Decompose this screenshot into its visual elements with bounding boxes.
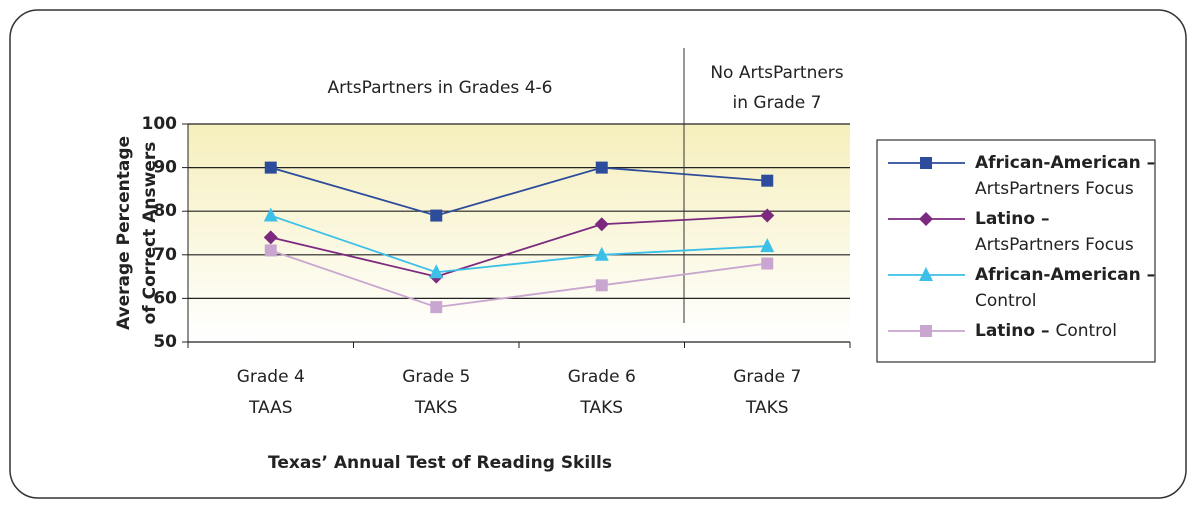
legend-label-text: ArtsPartners Focus bbox=[975, 235, 1134, 255]
legend-label-text: Control bbox=[975, 291, 1036, 311]
marker bbox=[919, 267, 933, 281]
x-tick-label: Grade 5 bbox=[402, 367, 470, 387]
legend-label-bold: Latino – bbox=[975, 209, 1049, 229]
x-tick-label: Grade 4 bbox=[237, 367, 305, 387]
y-tick-label: 80 bbox=[153, 201, 177, 221]
annotation: in Grade 7 bbox=[733, 93, 822, 113]
y-tick-label: 100 bbox=[142, 114, 178, 134]
legend-label-text: ArtsPartners Focus bbox=[975, 179, 1134, 199]
marker bbox=[264, 161, 277, 174]
marker bbox=[761, 257, 774, 270]
x-tick-label: TAKS bbox=[414, 398, 458, 418]
marker bbox=[760, 238, 775, 253]
x-axis-title: Texas’ Annual Test of Reading Skills bbox=[268, 453, 612, 473]
legend-label-bold: African-American – bbox=[975, 265, 1155, 285]
x-tick-label: TAKS bbox=[579, 398, 623, 418]
legend-label-text: Control bbox=[1055, 321, 1116, 341]
series-line bbox=[270, 249, 768, 309]
marker bbox=[595, 279, 608, 292]
marker bbox=[760, 208, 775, 223]
marker bbox=[430, 301, 443, 314]
marker bbox=[429, 264, 444, 279]
marker bbox=[263, 230, 278, 245]
marker bbox=[761, 174, 774, 187]
legend-label: Latino – Control bbox=[975, 321, 1117, 341]
marker bbox=[594, 246, 609, 261]
series-line bbox=[270, 214, 768, 274]
x-tick-label: TAAS bbox=[248, 398, 293, 418]
marker bbox=[264, 244, 277, 257]
y-tick-label: 50 bbox=[153, 332, 177, 352]
y-tick-label: 70 bbox=[153, 245, 177, 265]
legend-label-bold: Latino – bbox=[975, 321, 1049, 341]
series-line bbox=[270, 214, 768, 278]
marker bbox=[920, 157, 932, 169]
x-tick-label: Grade 7 bbox=[733, 367, 801, 387]
marker bbox=[920, 325, 932, 337]
annotation: ArtsPartners in Grades 4-6 bbox=[328, 78, 553, 98]
legend-label-bold: African-American – bbox=[975, 153, 1155, 173]
marker bbox=[919, 212, 933, 226]
y-axis-title: of Correct Answers bbox=[140, 142, 160, 325]
y-tick-label: 90 bbox=[153, 158, 177, 178]
series-line bbox=[270, 166, 768, 217]
x-tick-label: TAKS bbox=[745, 398, 789, 418]
marker bbox=[595, 161, 608, 174]
marker bbox=[594, 217, 609, 232]
marker bbox=[263, 207, 278, 222]
y-axis-title: Average Percentage bbox=[114, 136, 134, 330]
y-tick-label: 60 bbox=[153, 288, 177, 308]
plot-area bbox=[188, 124, 850, 342]
x-tick-label: Grade 6 bbox=[568, 367, 636, 387]
marker bbox=[430, 209, 443, 222]
annotation: No ArtsPartners bbox=[710, 63, 843, 83]
